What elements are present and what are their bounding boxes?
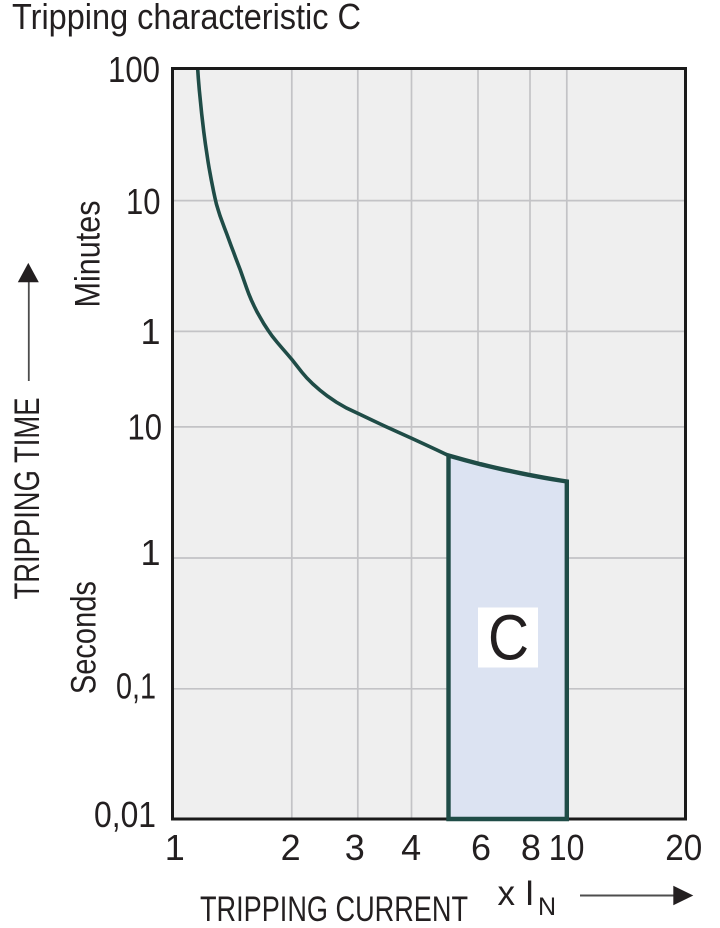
svg-text:8: 8 [521, 827, 541, 868]
svg-text:Tripping characteristic C: Tripping characteristic C [12, 0, 361, 37]
svg-text:20: 20 [665, 827, 702, 868]
svg-text:10: 10 [549, 827, 585, 868]
svg-text:100: 100 [108, 49, 160, 90]
svg-text:0,1: 0,1 [116, 666, 156, 707]
svg-text:Seconds: Seconds [65, 581, 104, 694]
svg-text:TRIPPING CURRENT: TRIPPING CURRENT [200, 890, 468, 928]
svg-text:4: 4 [401, 827, 421, 868]
svg-text:1: 1 [165, 827, 185, 868]
svg-text:2: 2 [281, 827, 301, 868]
svg-text:N: N [538, 893, 556, 921]
svg-text:x I: x I [498, 874, 535, 913]
svg-text:C: C [488, 602, 529, 674]
svg-text:6: 6 [471, 827, 491, 868]
svg-text:3: 3 [345, 827, 365, 868]
svg-text:10: 10 [126, 181, 161, 222]
svg-text:TRIPPING TIME: TRIPPING TIME [8, 398, 47, 600]
svg-text:1: 1 [140, 532, 160, 573]
svg-text:10: 10 [128, 407, 163, 448]
svg-text:Minutes: Minutes [69, 201, 108, 308]
svg-text:1: 1 [140, 311, 160, 352]
svg-text:0,01: 0,01 [94, 794, 156, 835]
